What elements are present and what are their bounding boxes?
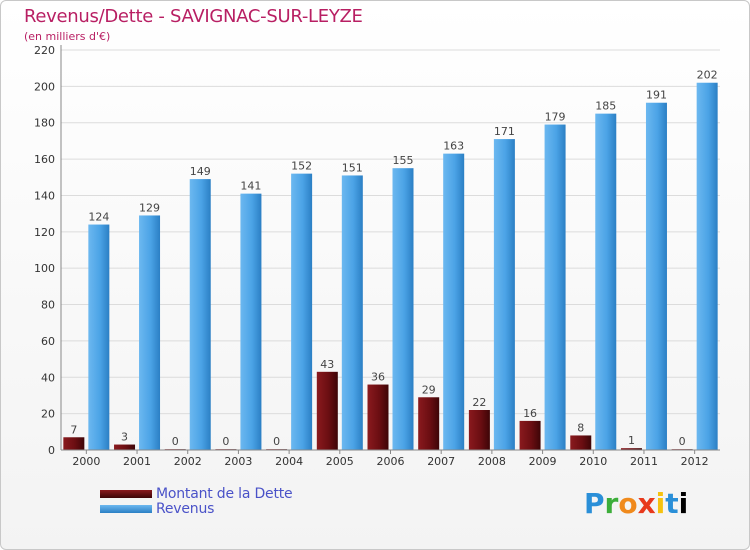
x-tick-label: 2012 [681, 455, 709, 468]
bar-debt-2011 [620, 448, 642, 450]
bar-debt-2005 [316, 371, 338, 450]
bar-revenue-2012 [696, 82, 718, 451]
data-label-revenue-2003: 141 [240, 180, 261, 193]
legend-item-debt: Montant de la Dette [100, 485, 293, 502]
data-label-debt-2010: 8 [577, 421, 584, 434]
y-tick-label: 0 [48, 444, 55, 457]
legend-label-debt: Montant de la Dette [156, 485, 293, 502]
data-label-revenue-2005: 151 [342, 161, 363, 174]
chart-legend: Montant de la Dette Revenus [100, 485, 293, 517]
bar-revenue-2004 [291, 173, 313, 451]
x-tick-label: 2010 [579, 455, 607, 468]
x-tick-label: 2001 [123, 455, 151, 468]
bar-revenue-2000 [88, 224, 110, 450]
bar-debt-2010 [570, 435, 592, 450]
data-label-debt-2000: 7 [70, 423, 77, 436]
data-label-debt-2012: 0 [679, 435, 686, 448]
bar-debt-2007 [418, 397, 440, 450]
data-label-debt-2006: 36 [371, 371, 385, 384]
data-label-revenue-2008: 171 [494, 125, 515, 138]
chart-title: Revenus/Dette - SAVIGNAC-SUR-LEYZE [24, 6, 363, 27]
y-tick-label: 80 [41, 299, 55, 312]
data-label-debt-2011: 1 [628, 434, 635, 447]
bar-revenue-2005 [341, 175, 363, 451]
data-label-revenue-2011: 191 [646, 89, 667, 102]
data-label-debt-2009: 16 [523, 407, 537, 420]
bar-debt-2009 [519, 420, 541, 450]
bar-revenue-2011 [645, 102, 667, 451]
y-tick-label: 160 [34, 153, 55, 166]
data-label-revenue-2006: 155 [393, 154, 414, 167]
bar-debt-2008 [468, 410, 490, 450]
x-tick-label: 2000 [72, 455, 100, 468]
data-label-revenue-2000: 124 [88, 211, 109, 224]
data-label-revenue-2004: 152 [291, 160, 312, 173]
x-tick-label: 2011 [630, 455, 658, 468]
x-tick-label: 2006 [377, 455, 405, 468]
data-label-debt-2002: 0 [172, 435, 179, 448]
data-label-revenue-2010: 185 [595, 100, 616, 113]
legend-swatch-debt [100, 489, 152, 498]
data-label-debt-2001: 3 [121, 431, 128, 444]
proxiti-logo: Proxiti [584, 487, 689, 520]
y-tick-label: 120 [34, 226, 55, 239]
bar-revenue-2008 [493, 139, 515, 450]
data-label-debt-2003: 0 [222, 435, 229, 448]
legend-item-revenue: Revenus [100, 500, 292, 517]
bar-debt-2000 [63, 437, 85, 450]
data-label-debt-2007: 29 [422, 383, 436, 396]
data-label-revenue-2009: 179 [545, 111, 566, 124]
bar-revenue-2009 [544, 124, 566, 450]
bar-revenue-2007 [443, 153, 465, 451]
data-label-debt-2005: 43 [320, 358, 334, 371]
bar-revenue-2006 [392, 168, 414, 450]
data-label-debt-2008: 22 [472, 396, 486, 409]
chart-subtitle: (en milliers d'€) [24, 30, 111, 43]
legend-label-revenue: Revenus [156, 500, 215, 517]
y-tick-label: 180 [34, 117, 55, 130]
data-label-revenue-2012: 202 [697, 69, 718, 82]
y-tick-label: 140 [34, 189, 55, 202]
bar-debt-2006 [367, 384, 389, 450]
data-label-revenue-2007: 163 [443, 140, 464, 153]
y-tick-label: 100 [34, 262, 55, 275]
x-tick-label: 2002 [174, 455, 202, 468]
y-tick-label: 40 [41, 371, 55, 384]
data-label-debt-2004: 0 [273, 435, 280, 448]
data-label-revenue-2002: 149 [190, 165, 211, 178]
legend-swatch-revenue [100, 504, 152, 513]
bar-revenue-2003 [240, 193, 262, 451]
y-tick-label: 220 [34, 44, 55, 57]
x-tick-label: 2003 [224, 455, 252, 468]
data-label-revenue-2001: 129 [139, 201, 160, 214]
x-tick-label: 2004 [275, 455, 303, 468]
y-tick-label: 60 [41, 335, 55, 348]
x-tick-label: 2009 [529, 455, 557, 468]
bar-revenue-2010 [595, 113, 617, 451]
x-tick-label: 2008 [478, 455, 506, 468]
bar-revenue-2002 [189, 179, 211, 450]
x-tick-label: 2007 [427, 455, 455, 468]
bar-debt-2001 [114, 444, 136, 450]
bar-revenue-2001 [139, 215, 161, 450]
x-tick-label: 2005 [326, 455, 354, 468]
y-tick-label: 20 [41, 408, 55, 421]
y-tick-label: 200 [34, 80, 55, 93]
